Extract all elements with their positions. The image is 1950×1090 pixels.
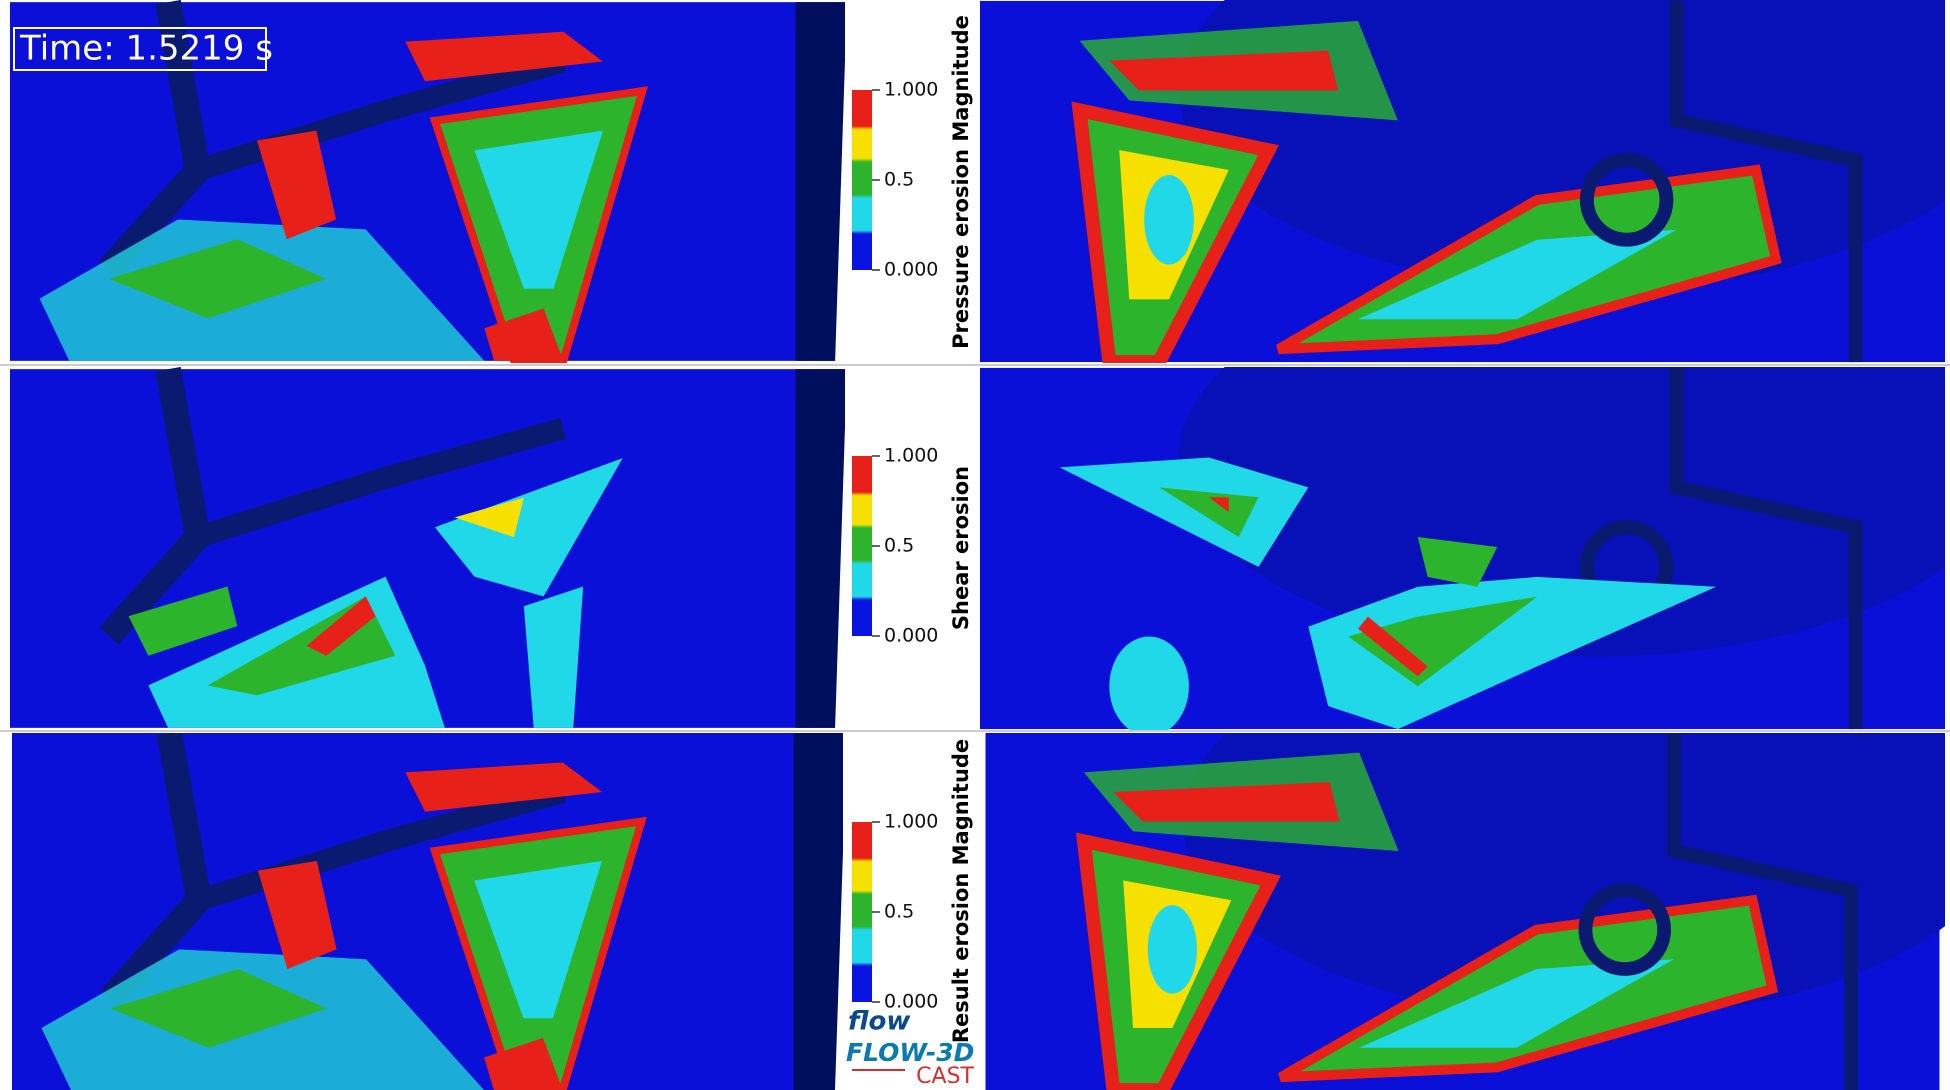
colorbar-tick-label: 0.000 (884, 991, 938, 1013)
colorbar (852, 90, 872, 270)
colorbar-title: Result erosion Magnitude (949, 739, 973, 1043)
colorbar-tick-label: 0.5 (884, 901, 914, 923)
colorbar-tick-label: 0.000 (884, 625, 938, 647)
row-divider (0, 364, 1950, 366)
logo-edition: CAST (916, 1064, 974, 1089)
colorbar-tick-label: 0.5 (884, 169, 914, 191)
colorbar-tick-label: 0.5 (884, 535, 914, 557)
row-divider (0, 730, 1950, 732)
logo-mark: flow (848, 1007, 911, 1037)
result-left-panel (12, 733, 843, 1090)
time-frame (13, 27, 267, 71)
colorbar (852, 822, 872, 1002)
time-label: Time: 1.5219 s (19, 29, 273, 69)
logo-product: FLOW-3D (846, 1038, 974, 1067)
colorbar-title: Shear erosion (949, 466, 973, 630)
colorbar-tick-label: 1.000 (884, 811, 938, 833)
colorbar-tick-label: 1.000 (884, 79, 938, 101)
colorbar-tick-label: 1.000 (884, 445, 938, 467)
colorbar (852, 456, 872, 636)
shear-left-panel (10, 369, 845, 728)
logo: flow FLOW-3D CAST (846, 1007, 975, 1090)
colorbar-tick-label: 0.000 (884, 259, 938, 281)
time-box: Time: 1.5219 s (13, 27, 273, 71)
colorbar-title: Pressure erosion Magnitude (949, 15, 973, 349)
pressure-right-panel (980, 0, 1950, 362)
